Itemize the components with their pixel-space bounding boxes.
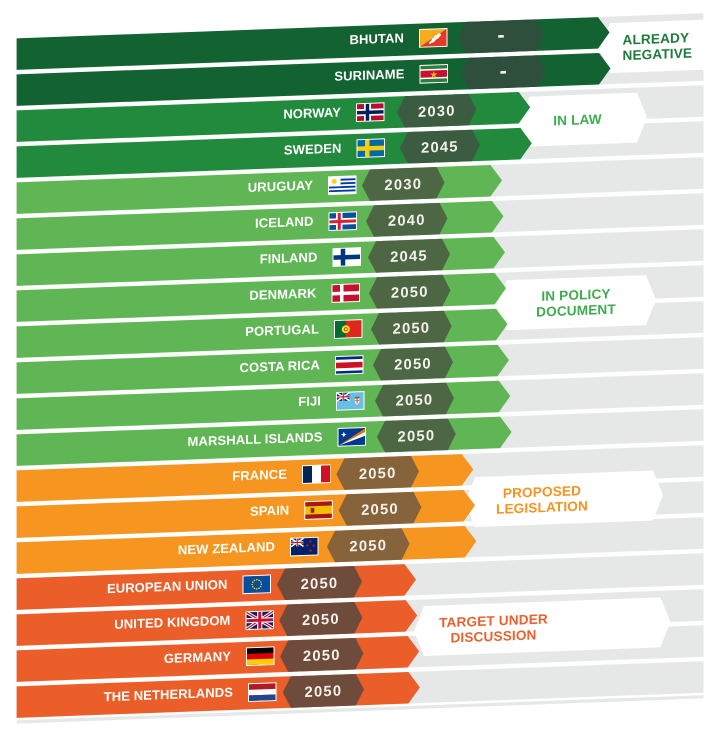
svg-text:GERMANY: GERMANY xyxy=(164,649,231,666)
svg-text:COSTA RICA: COSTA RICA xyxy=(240,357,321,375)
svg-text:DENMARK: DENMARK xyxy=(249,285,317,302)
svg-text:NORWAY: NORWAY xyxy=(283,105,341,122)
svg-text:MARSHALL ISLANDS: MARSHALL ISLANDS xyxy=(188,429,323,449)
svg-text:THE NETHERLANDS: THE NETHERLANDS xyxy=(104,685,234,705)
svg-text:IN POLICY: IN POLICY xyxy=(541,286,610,304)
svg-text:ALREADY: ALREADY xyxy=(623,30,690,47)
svg-text:FINLAND: FINLAND xyxy=(260,249,318,266)
svg-text:2050: 2050 xyxy=(359,466,397,483)
svg-text:2050: 2050 xyxy=(302,612,340,629)
svg-text:2050: 2050 xyxy=(396,392,434,409)
svg-text:DOCUMENT: DOCUMENT xyxy=(536,302,616,320)
svg-text:2050: 2050 xyxy=(393,320,431,337)
svg-text:2050: 2050 xyxy=(305,684,343,701)
svg-text:PORTUGAL: PORTUGAL xyxy=(245,321,319,339)
svg-text:FIJI: FIJI xyxy=(298,393,321,409)
svg-text:SWEDEN: SWEDEN xyxy=(284,141,342,158)
svg-text:UNITED KINGDOM: UNITED KINGDOM xyxy=(114,613,230,632)
svg-text:2040: 2040 xyxy=(388,213,426,230)
svg-text:ICELAND: ICELAND xyxy=(255,214,313,231)
svg-text:URUGUAY: URUGUAY xyxy=(248,178,313,195)
svg-text:2050: 2050 xyxy=(398,428,436,445)
svg-text:2050: 2050 xyxy=(394,356,432,373)
svg-text:PROPOSED: PROPOSED xyxy=(503,483,581,501)
svg-text:2045: 2045 xyxy=(390,248,428,265)
svg-text:BHUTAN: BHUTAN xyxy=(349,30,404,47)
svg-text:2045: 2045 xyxy=(421,139,459,156)
svg-text:EUROPEAN UNION: EUROPEAN UNION xyxy=(107,577,228,596)
svg-text:FRANCE: FRANCE xyxy=(232,467,287,484)
svg-text:2050: 2050 xyxy=(301,576,339,593)
svg-text:LEGISLATION: LEGISLATION xyxy=(496,498,588,516)
svg-text:SPAIN: SPAIN xyxy=(250,502,289,518)
svg-text:2030: 2030 xyxy=(418,103,456,120)
svg-text:2050: 2050 xyxy=(361,502,399,519)
svg-text:TARGET UNDER: TARGET UNDER xyxy=(439,611,548,630)
svg-text:2030: 2030 xyxy=(384,177,422,194)
svg-text:SURINAME: SURINAME xyxy=(334,66,404,84)
svg-text:NEW ZEALAND: NEW ZEALAND xyxy=(178,539,275,558)
svg-text:IN LAW: IN LAW xyxy=(553,112,601,129)
svg-text:2050: 2050 xyxy=(391,284,429,301)
svg-text:2050: 2050 xyxy=(303,648,341,665)
svg-text:NEGATIVE: NEGATIVE xyxy=(623,46,693,64)
svg-text:2050: 2050 xyxy=(349,538,387,555)
svg-text:DISCUSSION: DISCUSSION xyxy=(450,627,536,645)
